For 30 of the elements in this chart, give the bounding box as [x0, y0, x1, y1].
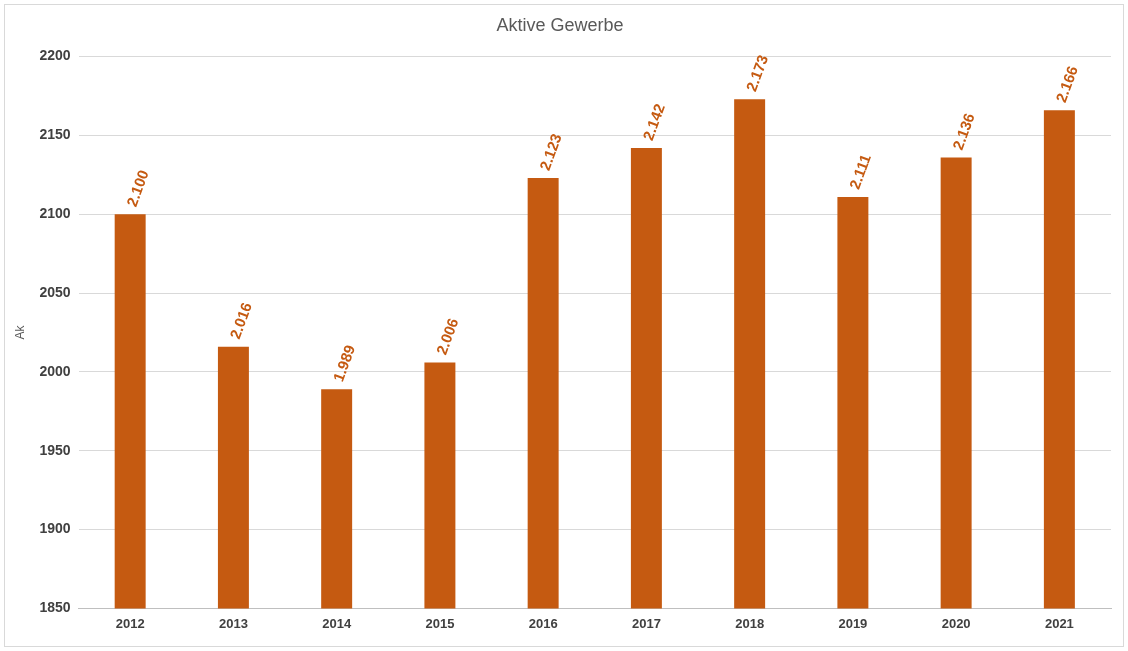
x-tick-label: 2017 — [631, 615, 661, 631]
y-tick-label: 1950 — [39, 441, 71, 458]
x-tick-label: 2014 — [322, 615, 352, 631]
y-tick-label: 1850 — [39, 599, 71, 616]
x-tick-label: 2019 — [838, 615, 868, 631]
data-label: 2.111 — [845, 151, 874, 192]
y-tick-label: 2150 — [39, 126, 71, 143]
x-tick-label: 2020 — [941, 615, 971, 631]
x-tick-label: 2021 — [1044, 615, 1074, 631]
data-label: 2.142 — [639, 101, 668, 143]
y-axis-title: Ak — [12, 324, 27, 340]
data-label: 2.123 — [535, 131, 565, 173]
data-label: 2.136 — [948, 110, 978, 152]
data-label: 2.166 — [1052, 63, 1081, 105]
y-tick-label: 2000 — [39, 362, 71, 379]
x-tick-label: 2015 — [425, 615, 455, 631]
x-tick-label: 2013 — [218, 615, 248, 631]
x-tick-label: 2018 — [735, 615, 765, 631]
x-tick-label: 2016 — [528, 615, 558, 631]
y-tick-label: 2050 — [39, 283, 71, 300]
y-tick-label: 1900 — [39, 520, 71, 537]
chart-title: Aktive Gewerbe — [496, 14, 624, 35]
data-label: 2.100 — [122, 167, 152, 209]
data-label: 1.989 — [329, 342, 359, 384]
data-label: 2.173 — [742, 52, 772, 94]
x-tick-label: 2012 — [115, 615, 145, 631]
y-tick-label: 2100 — [39, 205, 71, 222]
data-label: 2.006 — [432, 315, 462, 357]
y-tick-label: 2200 — [39, 47, 71, 64]
data-label: 2.016 — [226, 300, 255, 342]
